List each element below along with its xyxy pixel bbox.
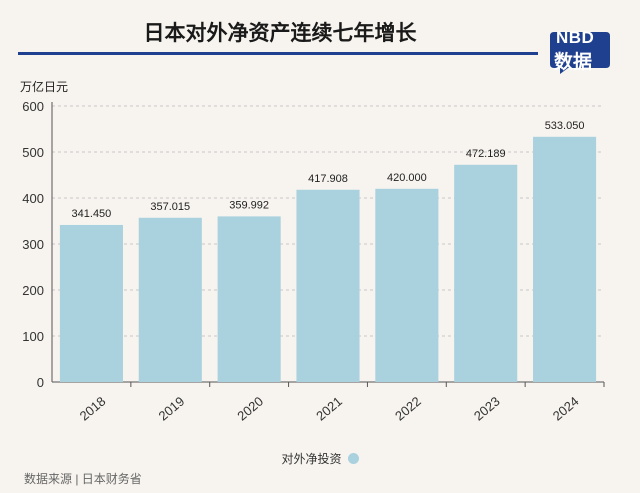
- data-label: 472.189: [466, 148, 506, 160]
- title-underline: [18, 52, 538, 55]
- data-label: 417.908: [308, 173, 348, 185]
- y-axis-unit-label: 万亿日元: [20, 80, 69, 94]
- x-tick-label: 2020: [234, 394, 266, 424]
- nbd-logo: NBD 数据: [548, 28, 612, 74]
- y-tick-label: 300: [22, 237, 44, 252]
- data-label: 420.000: [387, 172, 427, 184]
- x-tick-label: 2024: [550, 394, 582, 424]
- bar: [217, 216, 281, 382]
- x-tick-label: 2019: [155, 394, 187, 424]
- y-tick-label: 0: [37, 375, 44, 390]
- legend-swatch: [347, 453, 359, 464]
- bar: [533, 136, 597, 382]
- bar: [59, 224, 123, 382]
- data-label: 357.015: [150, 201, 190, 213]
- bar: [138, 217, 202, 382]
- y-tick-label: 100: [22, 329, 44, 344]
- source-note: 数据来源 | 日本财务省: [24, 472, 142, 486]
- legend: 对外净投资: [0, 450, 640, 467]
- legend-label: 对外净投资: [281, 452, 342, 466]
- y-tick-label: 400: [22, 191, 44, 206]
- bar: [375, 188, 439, 382]
- bar: [296, 189, 360, 382]
- y-tick-label: 200: [22, 283, 44, 298]
- x-tick-label: 2018: [77, 394, 109, 424]
- x-tick-label: 2022: [392, 394, 424, 424]
- y-tick-label: 500: [22, 145, 44, 160]
- brand-nbd-text: NBD: [556, 28, 595, 47]
- brand-data-text: 数据: [554, 52, 593, 73]
- y-tick-label: 600: [22, 99, 44, 114]
- bar: [454, 164, 518, 382]
- x-tick-label: 2023: [471, 394, 503, 424]
- x-tick-label: 2021: [313, 394, 345, 424]
- data-label: 533.050: [545, 120, 585, 132]
- data-label: 341.450: [72, 208, 112, 220]
- chart-title: 日本对外净资产连续七年增长: [143, 22, 417, 45]
- data-label: 359.992: [229, 199, 269, 211]
